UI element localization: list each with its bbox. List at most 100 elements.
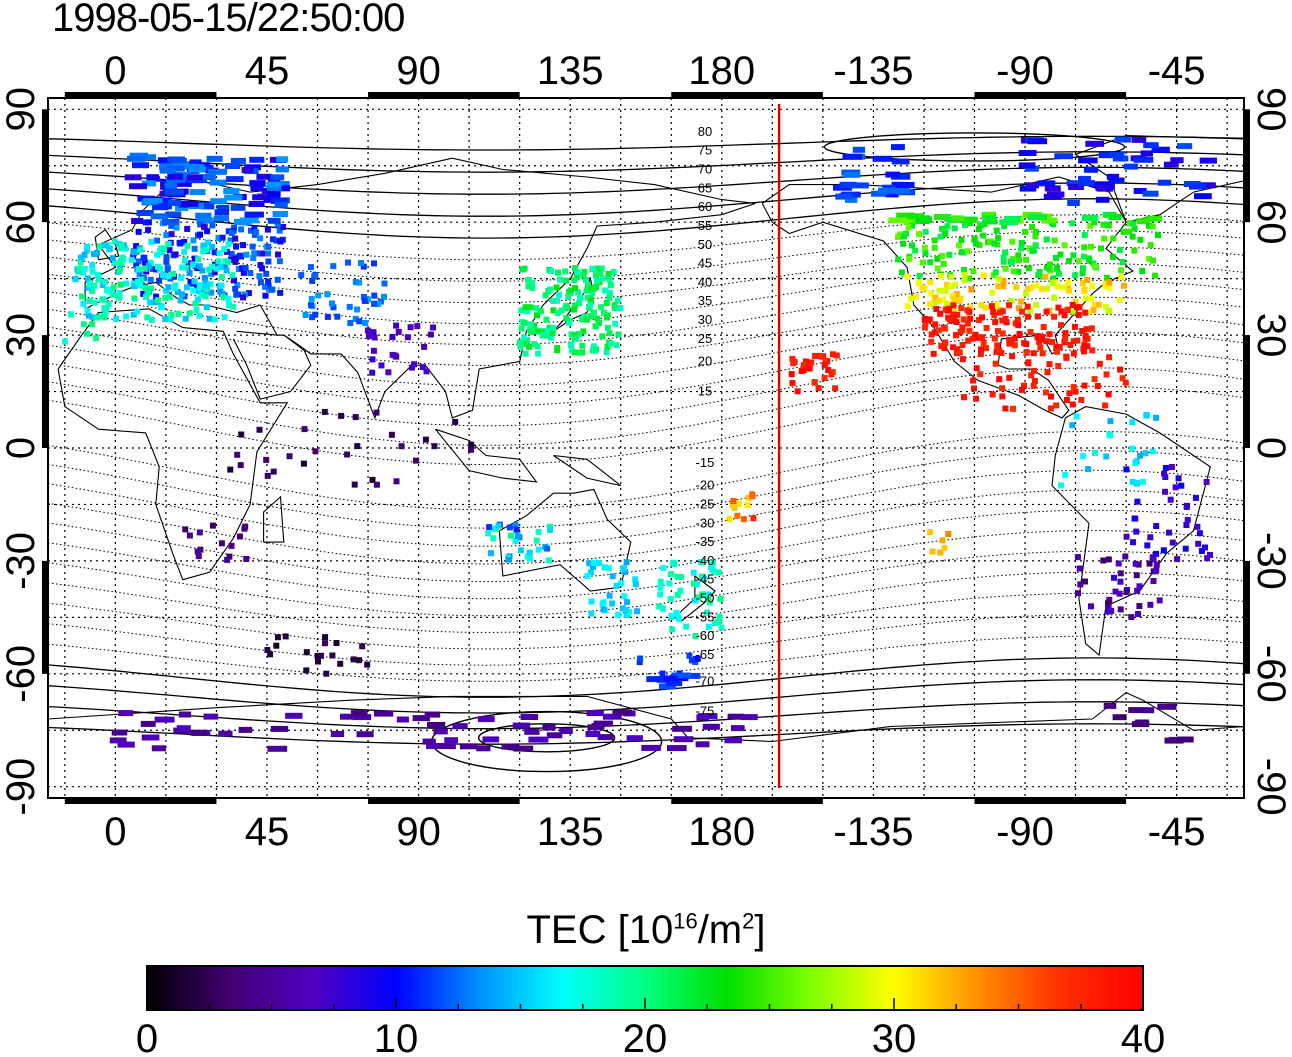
tec-point bbox=[992, 319, 999, 326]
tec-point bbox=[1175, 475, 1182, 482]
tec-point bbox=[232, 258, 239, 265]
border-bar bbox=[974, 798, 1127, 804]
tec-point bbox=[1025, 359, 1032, 366]
tec-point bbox=[714, 618, 721, 625]
border-bar bbox=[1244, 335, 1250, 448]
tec-point bbox=[162, 315, 169, 322]
tec-point bbox=[1053, 255, 1059, 261]
tec-point bbox=[1076, 565, 1083, 572]
tec-point bbox=[407, 324, 414, 331]
tec-point bbox=[184, 242, 191, 249]
tec-point bbox=[891, 173, 911, 180]
tec-point bbox=[833, 352, 840, 359]
tec-point bbox=[961, 394, 967, 401]
tec-point bbox=[190, 261, 196, 268]
tec-point bbox=[232, 255, 239, 262]
tec-point bbox=[520, 714, 539, 720]
mlat-label: -15 bbox=[696, 455, 715, 470]
tec-point bbox=[550, 298, 557, 304]
tec-point bbox=[922, 228, 929, 235]
tec-point bbox=[182, 264, 189, 271]
tec-point bbox=[1013, 284, 1020, 291]
tec-point bbox=[1068, 184, 1084, 190]
tec-point bbox=[1002, 249, 1009, 256]
tec-point bbox=[346, 303, 353, 310]
tec-point bbox=[949, 293, 956, 300]
tec-point bbox=[597, 304, 604, 311]
tec-point bbox=[535, 546, 542, 553]
tec-point bbox=[89, 262, 96, 269]
tec-point bbox=[542, 724, 556, 731]
tec-point bbox=[579, 342, 586, 349]
tec-point bbox=[581, 268, 588, 275]
tec-point bbox=[901, 233, 907, 240]
tec-point bbox=[1168, 464, 1175, 470]
tec-point bbox=[1070, 252, 1077, 259]
tec-point bbox=[1080, 280, 1087, 287]
tec-point bbox=[234, 282, 241, 289]
tec-point bbox=[605, 565, 612, 572]
tec-point bbox=[547, 286, 554, 293]
tec-point bbox=[1160, 547, 1167, 554]
tec-point bbox=[545, 328, 551, 335]
tec-point bbox=[1036, 269, 1043, 275]
tec-point bbox=[144, 289, 151, 296]
tec-point bbox=[517, 343, 524, 350]
tec-point bbox=[167, 173, 184, 180]
tec-point bbox=[975, 317, 982, 323]
tec-point bbox=[1037, 180, 1056, 187]
tec-point bbox=[1153, 523, 1160, 529]
tec-point bbox=[994, 342, 1001, 349]
tec-point bbox=[264, 472, 271, 479]
tec-point bbox=[966, 327, 973, 334]
tec-point bbox=[634, 608, 640, 615]
tec-point bbox=[227, 466, 234, 473]
tec-point bbox=[89, 268, 96, 275]
tec-point bbox=[519, 266, 526, 273]
tec-point bbox=[543, 316, 550, 323]
tec-point bbox=[1134, 498, 1141, 505]
tec-point bbox=[477, 716, 495, 723]
tec-point bbox=[224, 556, 231, 563]
tec-point bbox=[694, 581, 700, 588]
tec-point bbox=[77, 259, 84, 266]
tec-point bbox=[1156, 597, 1163, 604]
mlat-contour bbox=[48, 530, 1244, 600]
tec-point bbox=[218, 274, 225, 281]
tec-point bbox=[369, 476, 376, 483]
tec-point bbox=[1147, 601, 1154, 608]
tec-point bbox=[1135, 611, 1141, 617]
tec-point bbox=[594, 315, 601, 322]
tec-point bbox=[1131, 247, 1138, 254]
tec-point bbox=[568, 287, 575, 294]
tec-point bbox=[1118, 267, 1125, 274]
tec-point bbox=[1152, 272, 1159, 279]
tec-point bbox=[513, 745, 534, 752]
tec-point bbox=[800, 367, 807, 374]
tec-point bbox=[939, 225, 946, 232]
tec-point bbox=[1146, 255, 1153, 262]
tec-point bbox=[1023, 349, 1030, 356]
tec-point bbox=[1046, 331, 1053, 338]
tec-point bbox=[356, 657, 363, 664]
tec-point bbox=[936, 287, 943, 294]
tec-point bbox=[993, 301, 1000, 308]
tec-point bbox=[214, 209, 230, 216]
tec-point bbox=[1006, 336, 1013, 343]
tec-point bbox=[895, 233, 902, 240]
tec-point bbox=[559, 728, 573, 734]
tec-point bbox=[1031, 378, 1038, 384]
tec-point bbox=[534, 312, 540, 319]
tec-point bbox=[1043, 193, 1062, 200]
mlat-label: 30 bbox=[698, 312, 712, 327]
tec-point bbox=[369, 356, 376, 363]
tec-point bbox=[513, 526, 520, 533]
tec-point bbox=[1140, 150, 1153, 157]
tec-point bbox=[196, 263, 203, 270]
tec-point bbox=[115, 294, 122, 300]
tec-point bbox=[1130, 220, 1137, 227]
map-title: 1998-05-15/22:50:00 bbox=[52, 0, 405, 40]
tec-point bbox=[944, 223, 951, 230]
tec-point bbox=[164, 266, 171, 273]
